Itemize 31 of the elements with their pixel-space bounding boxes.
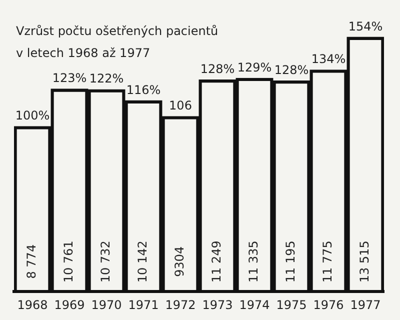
annotation: 122% (89, 72, 124, 86)
x-tick-label: 1973 (202, 298, 233, 312)
x-tick-label: 1976 (313, 298, 344, 312)
data-label: 11 249 (210, 240, 224, 283)
x-tick-label: 1975 (276, 298, 307, 312)
x-tick-label: 1972 (165, 298, 196, 312)
data-label: 9304 (172, 246, 187, 277)
data-label: 10 761 (62, 240, 76, 283)
x-tick-label: 1971 (128, 298, 159, 312)
x-tick-label: 1977 (350, 298, 381, 312)
data-label: 10 732 (98, 240, 113, 283)
annotation: 106 (169, 98, 192, 113)
chart-title: Vzrůst počtu ošetřených pacientů v letech 1968 až 1977 (16, 24, 218, 60)
data-label: 11 195 (284, 240, 298, 283)
data-label: 11 775 (320, 240, 335, 283)
annotation: 116% (126, 82, 161, 97)
x-tick-label: 1969 (54, 298, 85, 312)
annotation: 129% (237, 60, 272, 74)
data-label: 11 335 (246, 240, 261, 283)
x-tick-label: 1974 (239, 298, 270, 312)
annotation: 128% (200, 62, 235, 76)
data-label: 8 774 (24, 244, 39, 279)
annotation: 123% (52, 71, 87, 86)
annotation: 128% (274, 62, 309, 77)
annotation: 154% (348, 19, 383, 34)
x-tick-label: 1968 (17, 298, 48, 312)
data-label: 13 515 (358, 240, 372, 283)
x-tick-label: 1970 (91, 298, 122, 312)
annotation: 100% (15, 108, 50, 123)
annotation: 134% (311, 52, 346, 66)
data-label: 10 142 (136, 240, 150, 283)
